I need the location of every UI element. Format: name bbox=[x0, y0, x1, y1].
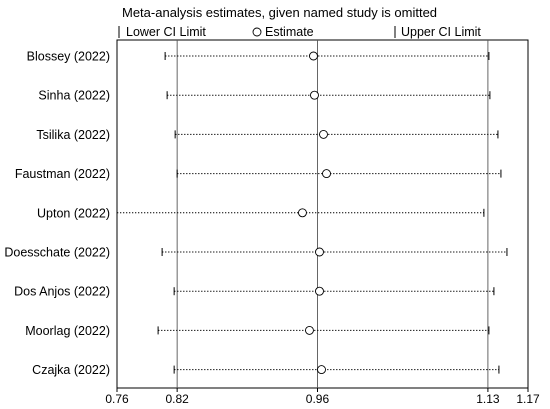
study-label: Doesschate (2022) bbox=[4, 246, 110, 260]
study-label: Sinha (2022) bbox=[38, 89, 110, 103]
legend-estimate-label: Estimate bbox=[265, 25, 314, 39]
study-label: Upton (2022) bbox=[37, 206, 110, 220]
chart-title: Meta-analysis estimates, given named stu… bbox=[122, 5, 437, 20]
study-label: Blossey (2022) bbox=[27, 50, 110, 64]
study-label: Tsilika (2022) bbox=[36, 128, 110, 142]
x-tick-label: 0.82 bbox=[165, 392, 189, 406]
study-label: Faustman (2022) bbox=[15, 167, 110, 181]
legend-lower-label: Lower CI Limit bbox=[126, 25, 206, 39]
estimate-point bbox=[315, 247, 324, 257]
estimate-point bbox=[305, 325, 314, 335]
study-rows: Blossey (2022) Sinha (2022) Tsilika (2022)… bbox=[4, 50, 508, 377]
reference-lines bbox=[176, 40, 489, 388]
estimate-point bbox=[319, 129, 328, 139]
study-label: Czajka (2022) bbox=[32, 363, 110, 377]
estimate-point bbox=[317, 365, 326, 375]
x-tick-label: 1.17 bbox=[516, 392, 540, 406]
estimate-point bbox=[309, 51, 318, 61]
x-tick-label: 1.13 bbox=[476, 392, 500, 406]
estimate-point bbox=[322, 169, 331, 179]
x-tick-label: 0.96 bbox=[306, 392, 330, 406]
x-axis: 0.76 0.82 0.96 1.13 1.17 bbox=[105, 388, 540, 406]
study-label: Moorlag (2022) bbox=[25, 324, 110, 338]
x-tick-label: 0.76 bbox=[105, 392, 129, 406]
legend-upper-label: Upper CI Limit bbox=[401, 25, 481, 39]
estimate-point bbox=[310, 90, 319, 100]
legend: Lower CI Limit Estimate Upper CI Limit bbox=[118, 25, 481, 39]
plot-frame bbox=[116, 39, 529, 389]
estimate-point bbox=[315, 286, 324, 296]
study-label: Dos Anjos (2022) bbox=[14, 285, 110, 299]
estimate-point bbox=[298, 208, 307, 218]
legend-estimate-marker bbox=[252, 27, 262, 37]
